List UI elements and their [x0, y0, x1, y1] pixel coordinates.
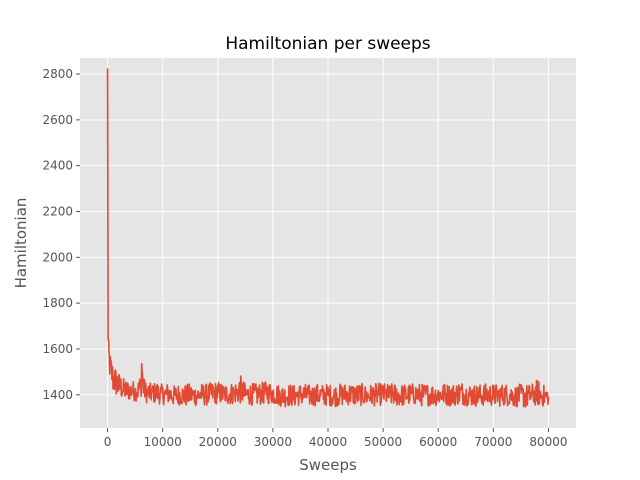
- x-tick-label: 20000: [199, 435, 237, 449]
- y-tick-label: 1600: [42, 342, 73, 356]
- x-axis-label: Sweeps: [299, 456, 357, 474]
- x-tick-label: 80000: [529, 435, 567, 449]
- y-tick-label: 2200: [42, 204, 73, 218]
- chart-title: Hamiltonian per sweeps: [225, 34, 430, 54]
- y-tick-label: 2800: [42, 67, 73, 81]
- y-tick-label: 2400: [42, 159, 73, 173]
- x-tick-label: 10000: [144, 435, 182, 449]
- series-line: [106, 68, 550, 408]
- y-tick-label: 1400: [42, 388, 73, 402]
- grid: [80, 58, 576, 428]
- x-tick-label: 40000: [309, 435, 347, 449]
- x-tick-label: 30000: [254, 435, 292, 449]
- tick-marks: 0 10000 20000 30000 40000 50000 60000 70000 8000…: [42, 67, 567, 449]
- series-layer: [106, 68, 550, 408]
- y-axis-label: Hamiltonian: [12, 198, 30, 289]
- x-tick-label: 0: [104, 435, 112, 449]
- y-tick-label: 2000: [42, 250, 73, 264]
- y-tick-label: 1800: [42, 296, 73, 310]
- x-tick-label: 70000: [474, 435, 512, 449]
- x-tick-label: 60000: [419, 435, 457, 449]
- y-tick-label: 2600: [42, 113, 73, 127]
- x-tick-label: 50000: [364, 435, 402, 449]
